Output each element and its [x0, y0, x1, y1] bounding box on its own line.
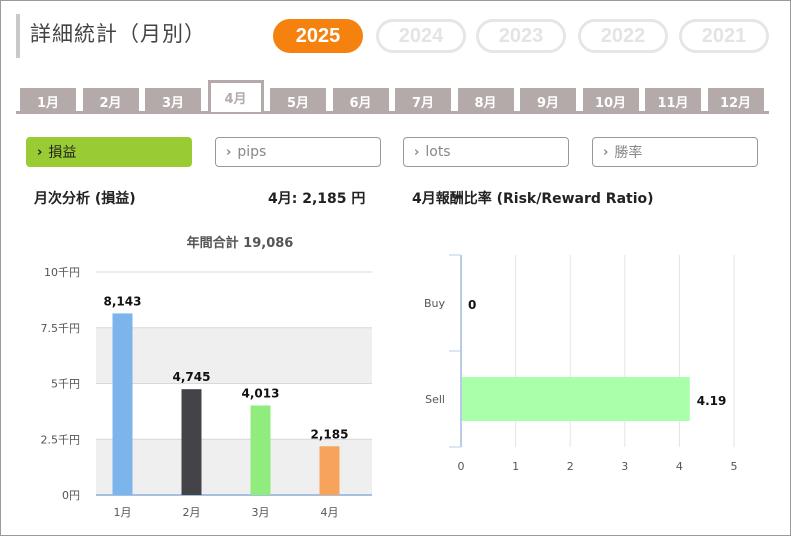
page-title: 詳細統計（月別） — [30, 22, 206, 46]
year-pill-2025[interactable]: 2025 — [273, 19, 363, 53]
month-tab-4[interactable]: 4月 — [207, 80, 264, 112]
month-tab-5[interactable]: 5月 — [270, 88, 326, 114]
month-tab-3[interactable]: 3月 — [145, 88, 201, 114]
month-tab-8[interactable]: 8月 — [457, 88, 514, 114]
current-month-value: 4月: 2,185 円 — [268, 191, 366, 207]
chevron-right-icon: › — [37, 144, 43, 160]
month-tab-10[interactable]: 10月 — [582, 88, 639, 114]
chevron-right-icon: › — [226, 144, 232, 160]
metric-label: 損益 — [48, 145, 77, 161]
chevron-right-icon: › — [414, 144, 420, 160]
title-accent-bar — [16, 14, 20, 58]
year-pill-2021[interactable]: 2021 — [679, 19, 769, 53]
month-tab-2[interactable]: 2月 — [82, 88, 139, 114]
metric-label: 勝率 — [614, 145, 643, 161]
monthly-analysis-heading: 月次分析 (損益) — [34, 191, 136, 207]
metric-label: lots — [425, 144, 451, 160]
month-tab-9[interactable]: 9月 — [520, 88, 576, 114]
metric-button-1[interactable]: › pips — [215, 137, 381, 167]
chevron-right-icon: › — [603, 144, 609, 160]
metric-button-3[interactable]: › 勝率 — [592, 137, 758, 167]
metric-button-2[interactable]: › lots — [403, 137, 569, 167]
month-tab-6[interactable]: 6月 — [332, 88, 389, 114]
month-tab-12[interactable]: 12月 — [707, 88, 764, 114]
year-pill-2023[interactable]: 2023 — [476, 19, 566, 53]
risk-reward-heading: 4月報酬比率 (Risk/Reward Ratio) — [412, 191, 654, 207]
month-tabs: 1月 2月 3月 4月 5月 6月 7月 8月 9月 10月 11月 12月 — [16, 80, 769, 114]
year-pill-2024[interactable]: 2024 — [376, 19, 466, 53]
month-tabs-baseline — [16, 111, 769, 114]
metric-button-0[interactable]: › 損益 — [26, 137, 192, 167]
month-tab-1[interactable]: 1月 — [20, 88, 76, 114]
metric-label: pips — [237, 144, 267, 160]
month-tab-11[interactable]: 11月 — [645, 88, 701, 114]
month-tab-7[interactable]: 7月 — [395, 88, 451, 114]
year-pill-2022[interactable]: 2022 — [578, 19, 668, 53]
